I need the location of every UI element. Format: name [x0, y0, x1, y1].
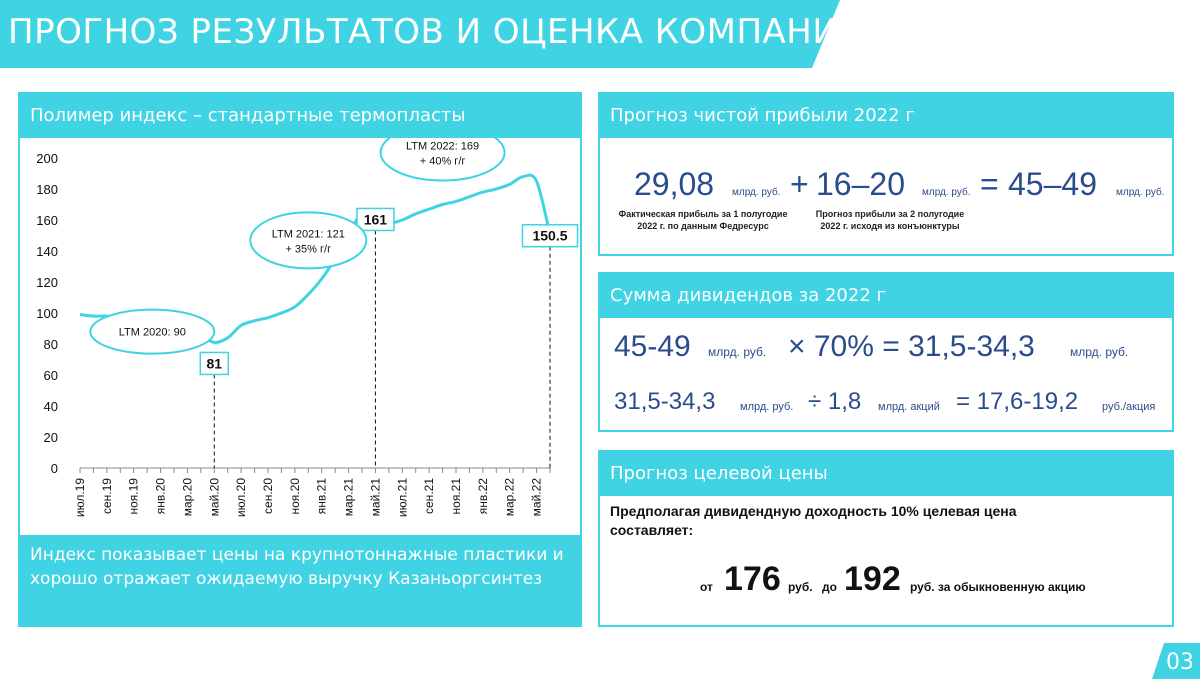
equals-sign: = — [980, 166, 999, 202]
y-tick-label: 100 — [36, 306, 58, 321]
value-label-box — [521, 223, 579, 248]
page-number-shape — [1152, 643, 1200, 679]
x-tick-label: янв.20 — [154, 478, 168, 515]
forecast-profit-note: Прогноз прибыли за 2 полугодие 2022 г. и… — [815, 209, 965, 231]
x-tick-label: янв.22 — [476, 478, 490, 515]
target-price-panel: Прогноз целевой цены Предполагая дивиден… — [598, 450, 1174, 627]
target-price-title: Прогноз целевой цены — [600, 452, 1172, 496]
x-tick-label: сен.19 — [100, 478, 114, 514]
y-tick-label: 140 — [36, 244, 58, 259]
x-tick-label: май.21 — [368, 478, 382, 517]
to-label: до — [822, 580, 837, 594]
y-tick-label: 180 — [36, 182, 58, 197]
annotation-callout — [249, 211, 368, 270]
annotation-label: LTM 2020: 90 — [119, 327, 186, 339]
div-row2-base-unit: млрд. руб. — [740, 401, 794, 413]
dividends-title: Сумма дивидендов за 2022 г — [600, 274, 1172, 318]
div-row2-result-unit: руб./акция — [1102, 401, 1156, 413]
x-tick-label: июл.21 — [395, 478, 409, 517]
div-row2-divisor-unit: млрд. акций — [878, 401, 940, 413]
value-label-box — [199, 351, 230, 376]
chart-caption: Индекс показывает цены на крупнотоннажны… — [20, 535, 580, 625]
annotation-callout — [379, 138, 506, 182]
net-profit-title: Прогноз чистой прибыли 2022 г — [600, 94, 1172, 138]
div-row1-formula: × 70% = 31,5-34,3 — [788, 330, 1035, 363]
chart-panel-title: Полимер индекс – стандартные термопласты — [20, 94, 580, 138]
x-tick-label: ноя.20 — [288, 478, 302, 515]
dividends-panel: Сумма дивидендов за 2022 г 45-49 млрд. р… — [598, 272, 1174, 432]
header-banner-shape — [0, 0, 840, 68]
y-tick-label: 20 — [44, 430, 58, 445]
forecast-profit-value: 16–20 — [816, 166, 905, 202]
x-tick-label: ноя.19 — [127, 478, 141, 515]
div-row2-divisor: ÷ 1,8 — [808, 388, 862, 415]
to-value: 192 — [844, 560, 901, 598]
value-label: 81 — [206, 355, 222, 371]
x-tick-label: май.22 — [530, 478, 544, 517]
target-price-text: Предполагая дивидендную доходность 10% ц… — [610, 503, 1017, 538]
x-tick-label: мар.22 — [503, 478, 517, 517]
forecast-profit-unit: млрд. руб. — [922, 187, 971, 198]
div-row1-base-unit: млрд. руб. — [708, 345, 767, 359]
annotation-callout — [89, 308, 216, 355]
page-number: 03 — [1166, 650, 1194, 675]
x-tick-label: сен.21 — [422, 478, 436, 514]
total-profit-value: 45–49 — [1008, 166, 1097, 202]
fact-profit-value: 29,08 — [634, 166, 715, 202]
page-number-badge: 03 — [1152, 643, 1200, 679]
x-tick-label: июл.19 — [73, 478, 87, 517]
value-label: 161 — [364, 211, 388, 227]
y-tick-label: 0 — [51, 461, 58, 476]
polymer-index-chart: 0 20 40 60 80 100 120 140 160 180 200 июл.19 сен.19 н… — [36, 138, 579, 517]
annotation-label: + 40% г/г — [420, 156, 466, 168]
from-unit: руб. — [788, 580, 813, 594]
value-label-box — [356, 207, 395, 232]
annotation-label: LTM 2022: 169 — [406, 141, 479, 153]
y-tick-label: 160 — [36, 213, 58, 228]
from-value: 176 — [724, 560, 781, 598]
div-row2-result: = 17,6-19,2 — [956, 388, 1079, 415]
annotation-label: LTM 2021: 121 — [272, 228, 345, 240]
y-tick-label: 40 — [44, 399, 58, 414]
div-row2-base: 31,5-34,3 — [614, 388, 716, 415]
header-banner: ПРОГНОЗ РЕЗУЛЬТАТОВ И ОЦЕНКА КОМПАНИИ — [0, 0, 864, 68]
to-unit: руб. за обыкновенную акцию — [910, 580, 1086, 594]
fact-profit-note: Фактическая прибыль за 1 полугодие 2022 … — [618, 209, 788, 231]
chart-panel: Полимер индекс – стандартные термопласты… — [18, 92, 582, 627]
div-row1-base: 45-49 — [614, 330, 691, 363]
x-tick-label: май.20 — [207, 478, 221, 517]
y-tick-label: 60 — [44, 368, 58, 383]
y-tick-label: 200 — [36, 151, 58, 166]
x-tick-label: ноя.21 — [449, 478, 463, 515]
value-label: 150.5 — [532, 228, 567, 244]
div-row1-result-unit: млрд. руб. — [1070, 345, 1129, 359]
from-label: от — [700, 580, 713, 594]
x-tick-label: июл.20 — [234, 478, 248, 517]
x-tick-label: мар.20 — [180, 478, 194, 517]
x-tick-label: мар.21 — [342, 478, 356, 517]
y-tick-label: 80 — [44, 337, 58, 352]
x-tick-label: сен.20 — [261, 478, 275, 514]
x-tick-label: янв.21 — [315, 478, 329, 515]
plus-sign: + — [790, 166, 809, 202]
y-tick-label: 120 — [36, 275, 58, 290]
fact-profit-unit: млрд. руб. — [732, 187, 781, 198]
total-profit-unit: млрд. руб. — [1116, 187, 1165, 198]
annotation-label: + 35% г/г — [285, 243, 331, 255]
page-title: ПРОГНОЗ РЕЗУЛЬТАТОВ И ОЦЕНКА КОМПАНИИ — [8, 12, 865, 52]
net-profit-panel: Прогноз чистой прибыли 2022 г 29,08 млрд… — [598, 92, 1174, 256]
